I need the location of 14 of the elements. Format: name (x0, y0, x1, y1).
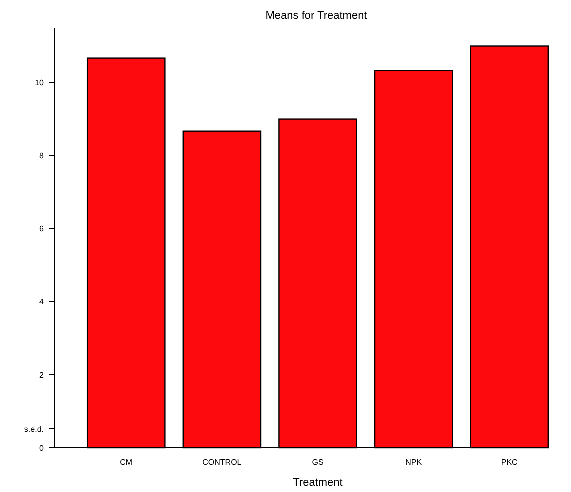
x-tick-label: CONTROL (202, 458, 242, 467)
x-tick-label: NPK (406, 458, 423, 467)
y-tick-label: 2 (40, 370, 45, 380)
x-tick-label: GS (312, 458, 324, 467)
y-tick-label: 10 (35, 78, 45, 88)
y-tick-label: 4 (40, 298, 45, 307)
y-tick-label: 8 (40, 152, 45, 161)
x-tick-label: PKC (501, 458, 518, 467)
y-tick-label: s.e.d. (24, 424, 44, 434)
y-tick-label: 6 (40, 224, 45, 234)
y-tick-label: 0 (40, 444, 45, 453)
x-axis-title: Treatment (293, 477, 343, 489)
chart-title: Means for Treatment (266, 10, 368, 22)
x-tick-label: CM (120, 458, 133, 467)
